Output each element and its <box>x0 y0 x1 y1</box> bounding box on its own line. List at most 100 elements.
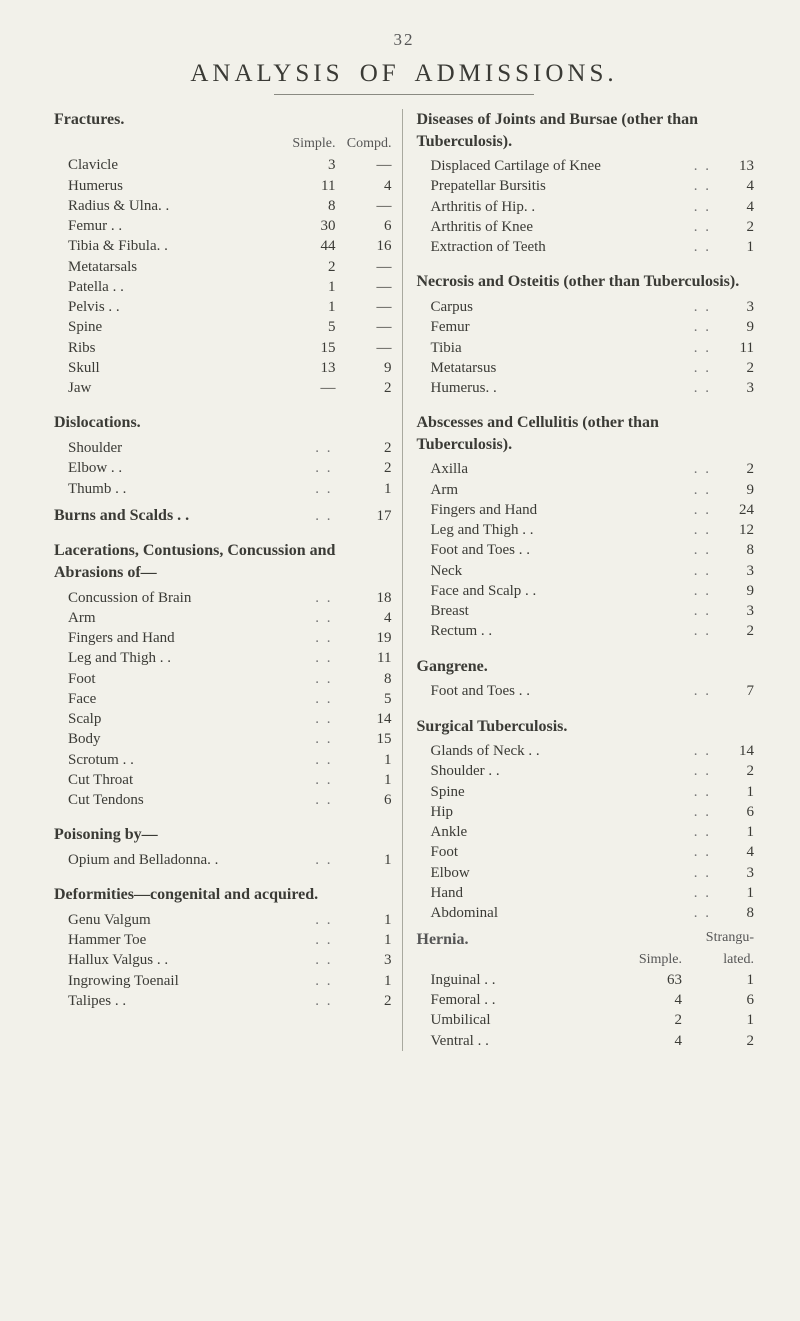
table-row: Spine5— <box>54 317 392 337</box>
abscesses-rows: Axilla. .2Arm. .9Fingers and Hand. .24Le… <box>417 459 755 641</box>
row-value: 1 <box>336 770 392 790</box>
row-label: Ingrowing Toenail <box>54 971 312 991</box>
table-row: Spine. .1 <box>417 782 755 802</box>
row-value-1: 2 <box>290 257 336 277</box>
table-row: Umbilical21 <box>417 1010 755 1030</box>
row-value: 5 <box>336 689 392 709</box>
row-label: Leg and Thigh . . <box>417 520 691 540</box>
table-row: Foot. .4 <box>417 842 755 862</box>
row-label: Tibia & Fibula. . <box>54 236 290 256</box>
table-row: Talipes . .. .2 <box>54 991 392 1011</box>
table-row: Axilla. .2 <box>417 459 755 479</box>
row-label: Femoral . . <box>417 990 621 1010</box>
row-label: Patella . . <box>54 277 290 297</box>
row-value-1: 63 <box>620 970 682 990</box>
row-value: 2 <box>714 358 754 378</box>
table-row: Foot and Toes . .. .7 <box>417 681 755 701</box>
lacerations-rows: Concussion of Brain. .18Arm. .4Fingers a… <box>54 588 392 811</box>
row-label: Femur <box>417 317 691 337</box>
section-heading-burns: Burns and Scalds . . <box>54 505 312 527</box>
fractures-col-labels: Simple. Compd. <box>54 135 392 154</box>
row-value: 6 <box>336 790 392 810</box>
row-value: 2 <box>714 459 754 479</box>
row-label: Hallux Valgus . . <box>54 950 312 970</box>
table-row: Carpus. .3 <box>417 297 755 317</box>
row-label: Neck <box>417 561 691 581</box>
deformities-rows: Genu Valgum. .1Hammer Toe. .1Hallux Valg… <box>54 910 392 1011</box>
col-label-compd: Compd. <box>336 135 392 154</box>
row-label: Jaw <box>54 378 290 398</box>
row-value: 1 <box>336 750 392 770</box>
section-heading-poisoning: Poisoning by— <box>54 824 392 846</box>
table-row: Opium and Belladonna. .. .1 <box>54 850 392 870</box>
row-value: 1 <box>336 930 392 950</box>
row-value: 7 <box>714 681 754 701</box>
row-label: Arm <box>54 608 312 628</box>
row-value: 14 <box>336 709 392 729</box>
table-row: Cut Tendons. .6 <box>54 790 392 810</box>
row-label: Cut Tendons <box>54 790 312 810</box>
table-row: Fingers and Hand. .19 <box>54 628 392 648</box>
row-label: Fingers and Hand <box>54 628 312 648</box>
row-label: Ribs <box>54 338 290 358</box>
hernia-header-row: Hernia. Strangu- <box>417 929 755 951</box>
row-value: 3 <box>714 378 754 398</box>
table-row: Scalp. .14 <box>54 709 392 729</box>
table-row: Fingers and Hand. .24 <box>417 500 755 520</box>
table-row: Ribs15— <box>54 338 392 358</box>
row-value: 9 <box>714 581 754 601</box>
table-row: Clavicle3— <box>54 155 392 175</box>
section-heading-dislocations: Dislocations. <box>54 412 392 434</box>
gangrene-rows: Foot and Toes . .. .7 <box>417 681 755 701</box>
row-value: 4 <box>336 608 392 628</box>
row-label: Foot <box>417 842 691 862</box>
row-value: 1 <box>336 850 392 870</box>
row-label: Opium and Belladonna. . <box>54 850 312 870</box>
row-label: Humerus. . <box>417 378 691 398</box>
row-label: Body <box>54 729 312 749</box>
row-label: Radius & Ulna. . <box>54 196 290 216</box>
hernia-col1-label: Simple. <box>620 951 682 970</box>
row-label: Rectum . . <box>417 621 691 641</box>
table-row: Prepatellar Bursitis. .4 <box>417 176 755 196</box>
row-label: Scrotum . . <box>54 750 312 770</box>
table-row: Hip. .6 <box>417 802 755 822</box>
row-label: Metatarsals <box>54 257 290 277</box>
row-value-1: 15 <box>290 338 336 358</box>
row-label: Cut Throat <box>54 770 312 790</box>
table-row: Genu Valgum. .1 <box>54 910 392 930</box>
row-label: Foot and Toes . . <box>417 540 691 560</box>
row-label: Elbow <box>417 863 691 883</box>
row-value: 3 <box>714 863 754 883</box>
row-value: 3 <box>714 601 754 621</box>
col-label-simple: Simple. <box>290 135 336 154</box>
row-value: 6 <box>714 802 754 822</box>
section-heading-abscesses: Abscesses and Cellulitis (other than Tub… <box>417 412 755 455</box>
row-value: 2 <box>714 217 754 237</box>
row-value-1: 13 <box>290 358 336 378</box>
joints-rows: Displaced Cartilage of Knee. .13Prepatel… <box>417 156 755 257</box>
table-row: Thumb . .. .1 <box>54 479 392 499</box>
table-row: Abdominal. .8 <box>417 903 755 923</box>
right-column: Diseases of Joints and Bursae (other tha… <box>403 109 755 1051</box>
columns: Fractures. Simple. Compd. Clavicle3—Hume… <box>54 109 754 1051</box>
row-value: 18 <box>336 588 392 608</box>
row-value: 1 <box>336 971 392 991</box>
table-row: Hallux Valgus . .. .3 <box>54 950 392 970</box>
table-row: Leg and Thigh . .. .11 <box>54 648 392 668</box>
row-label: Elbow . . <box>54 458 312 478</box>
row-label: Face <box>54 689 312 709</box>
row-value: 8 <box>714 540 754 560</box>
row-label: Inguinal . . <box>417 970 621 990</box>
row-value: 24 <box>714 500 754 520</box>
row-value-2: 1 <box>682 970 754 990</box>
row-value-1: 11 <box>290 176 336 196</box>
table-row: Rectum . .. .2 <box>417 621 755 641</box>
row-value-2: — <box>336 155 392 175</box>
row-value: 3 <box>336 950 392 970</box>
table-row: Elbow. .3 <box>417 863 755 883</box>
table-row: Scrotum . .. .1 <box>54 750 392 770</box>
table-row: Arthritis of Hip. .. .4 <box>417 197 755 217</box>
row-value: 4 <box>714 176 754 196</box>
row-value-1: 8 <box>290 196 336 216</box>
